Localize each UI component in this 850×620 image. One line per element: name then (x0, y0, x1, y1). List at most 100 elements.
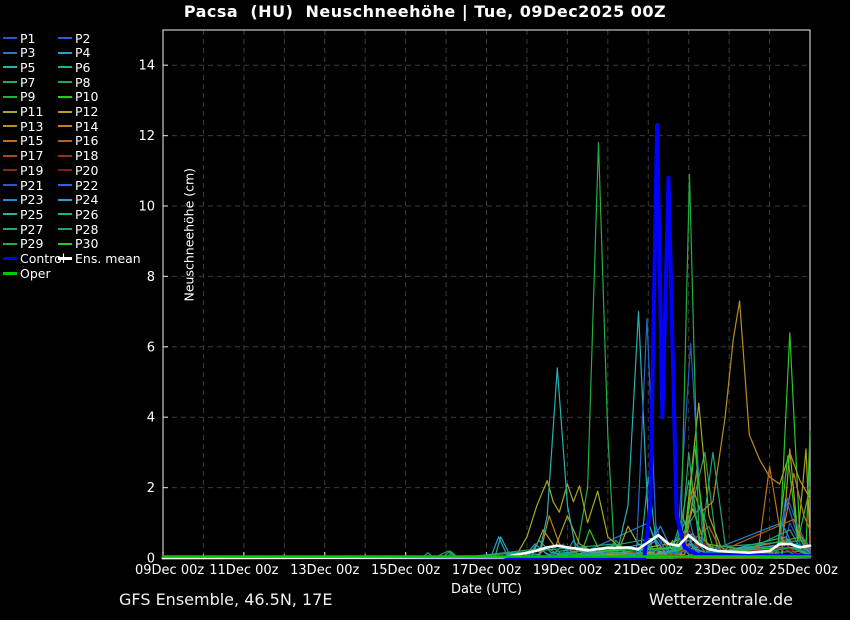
legend-item-p3: P3 (3, 45, 36, 61)
legend-color-dash (3, 213, 17, 216)
y-tick-label: 6 (147, 340, 155, 355)
legend-color-dash (3, 154, 17, 157)
legend-color-dash (3, 228, 17, 231)
x-tick-label: 23Dec 00z (695, 563, 764, 578)
legend-item-p12: P12 (58, 104, 99, 119)
legend-color-dash (58, 198, 72, 201)
legend-item-p11: P11 (3, 104, 43, 119)
legend-label: P19 (20, 162, 44, 178)
x-tick-label: 15Dec 00z (371, 563, 440, 578)
legend-color-dash (58, 154, 72, 157)
legend-label: P15 (20, 133, 44, 149)
legend-color-dash (3, 169, 17, 172)
legend-label: P1 (20, 30, 36, 46)
legend-item-p23: P23 (3, 192, 44, 208)
y-tick-label: 2 (147, 481, 155, 496)
legend-label: P22 (75, 177, 99, 193)
series-p8 (162, 451, 811, 559)
legend-item-p14: P14 (58, 118, 99, 134)
legend-item-oper: Oper (3, 265, 51, 281)
legend-label: P10 (75, 89, 99, 105)
site-credit-text: Wetterzentrale.de (648, 590, 793, 609)
legend-item-p9: P9 (3, 89, 36, 105)
legend-label: P9 (20, 89, 36, 105)
legend-color-dash (3, 271, 17, 275)
legend-item-p15: P15 (3, 133, 44, 149)
series-p5 (162, 311, 811, 559)
legend-label: P6 (75, 59, 91, 75)
legend-label: Oper (20, 265, 51, 281)
legend-label: P21 (20, 177, 44, 193)
legend-color-dash (58, 228, 72, 231)
legend-item-p17: P17 (3, 148, 44, 164)
legend-label: P8 (75, 74, 91, 90)
x-tick-label: 09Dec 00z (135, 563, 204, 578)
legend-color-dash (3, 37, 17, 39)
legend-label: P14 (75, 118, 99, 134)
legend-color-dash (58, 51, 72, 54)
legend-item-p6: P6 (58, 59, 91, 75)
x-tick-label: 13Dec 00z (290, 563, 359, 578)
legend-item-p25: P25 (3, 206, 44, 222)
legend-label: Ens. mean (75, 251, 141, 266)
series-p25 (162, 367, 811, 559)
y-tick-label: 14 (138, 59, 155, 74)
series-p27 (162, 451, 811, 559)
legend-item-p26: P26 (58, 207, 98, 222)
series-p11 (162, 402, 811, 559)
legend-color-dash (58, 125, 72, 128)
legend-color-dash (3, 66, 17, 69)
legend-item-p30: P30 (58, 236, 98, 251)
legend-color-dash (58, 213, 72, 216)
legend-label: P23 (20, 192, 44, 208)
legend-item-p20: P20 (58, 163, 98, 178)
legend-color-dash (58, 139, 72, 142)
legend-color-dash (58, 66, 72, 69)
series-p23 (162, 522, 811, 559)
y-axis-label: Neuschneehöhe (cm) (181, 167, 197, 302)
legend-item-p10: P10 (58, 89, 99, 105)
legend-item-p28: P28 (58, 222, 98, 237)
model-info-text: GFS Ensemble, 46.5N, 17E (119, 590, 333, 609)
legend-color-dash (3, 257, 17, 260)
legend-item-ens-mean: Ens. mean (58, 251, 141, 266)
legend-color-dash (3, 184, 17, 186)
x-axis-label: Date (UTC) (450, 582, 523, 597)
legend-color-dash (3, 139, 17, 142)
legend-item-p1: P1 (3, 30, 36, 46)
legend-color-dash (3, 51, 17, 54)
legend-label: P29 (20, 236, 44, 252)
legend-label: P17 (20, 148, 44, 164)
legend-color-dash (58, 169, 72, 172)
legend-item-p8: P8 (58, 74, 91, 90)
legend-color-dash (3, 110, 17, 113)
legend-color-dash (58, 110, 72, 113)
legend-label: Control (20, 251, 66, 266)
y-tick-label: 0 (147, 552, 155, 567)
legend-color-dash (58, 184, 72, 186)
legend-label: P3 (20, 45, 36, 61)
legend-item-p19: P19 (3, 162, 44, 178)
x-tick-label: 17Dec 00z (452, 563, 521, 578)
legend-label: P16 (75, 133, 99, 149)
legend-item-p21: P21 (3, 177, 44, 193)
legend-item-p5: P5 (3, 59, 36, 75)
legend-color-dash (58, 257, 72, 260)
legend-label: P25 (20, 206, 44, 222)
legend-item-p24: P24 (58, 192, 98, 207)
legend-label: P13 (20, 118, 44, 134)
legend-label: P7 (20, 74, 36, 90)
legend-label: P2 (75, 30, 91, 46)
legend-color-dash (3, 125, 17, 128)
legend-label: P27 (20, 221, 44, 237)
x-tick-label: 25Dec 00z (769, 563, 838, 578)
legend-label: P5 (20, 59, 36, 75)
legend-color-dash (58, 81, 72, 84)
legend-label: P12 (75, 104, 99, 119)
y-tick-label: 8 (147, 270, 155, 285)
series-p28 (162, 504, 811, 559)
x-tick-label: 19Dec 00z (533, 563, 602, 578)
legend-item-p16: P16 (58, 133, 99, 149)
